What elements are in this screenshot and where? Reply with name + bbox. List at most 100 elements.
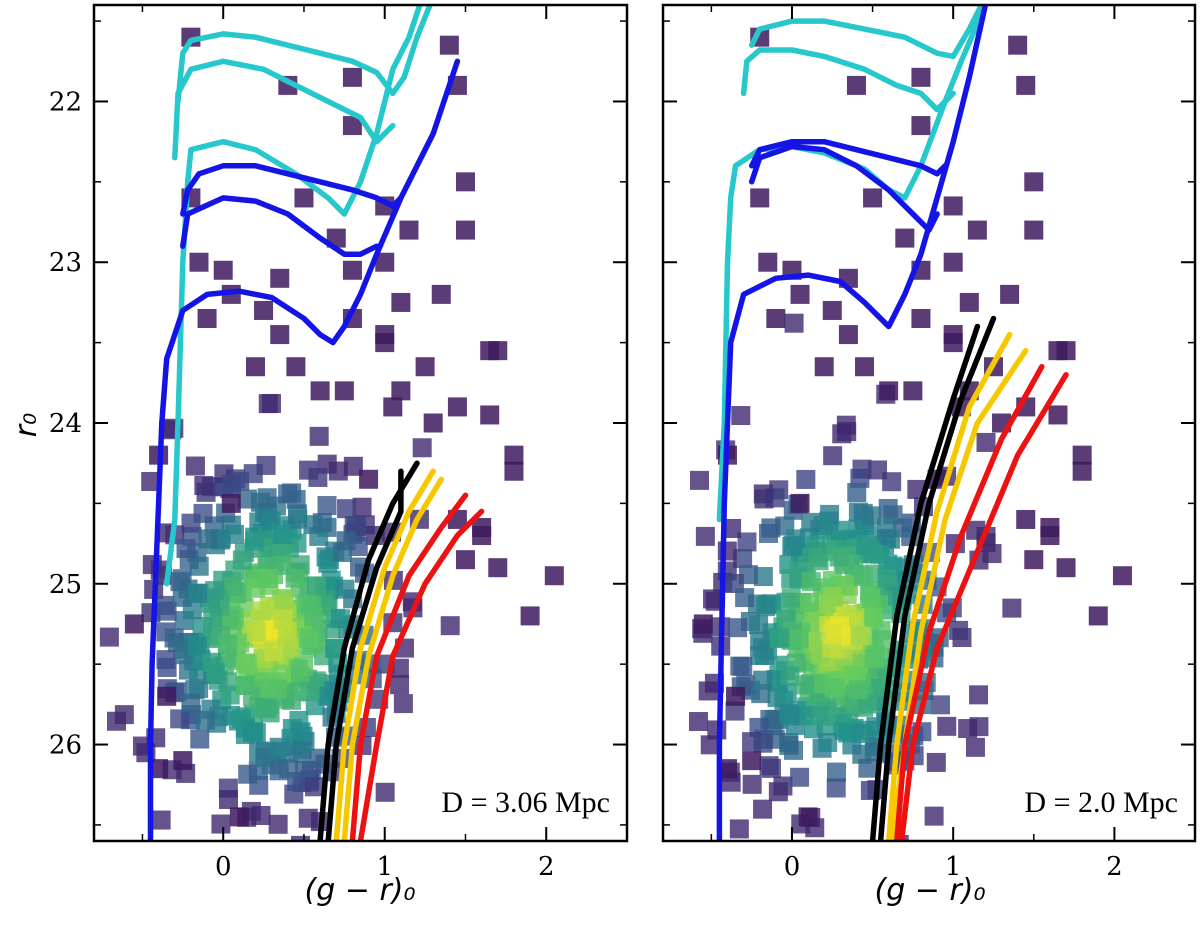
star-marker xyxy=(784,313,804,333)
star-marker xyxy=(911,116,931,136)
star-marker xyxy=(823,624,843,644)
star-marker xyxy=(447,397,467,417)
track-yellow xyxy=(333,468,436,841)
star-marker xyxy=(911,67,931,87)
star-marker xyxy=(965,737,985,757)
star-marker xyxy=(286,357,306,377)
star-marker xyxy=(750,188,770,208)
star-marker xyxy=(342,67,362,87)
star-marker xyxy=(861,589,881,609)
star-marker xyxy=(858,758,878,778)
star-marker xyxy=(688,712,708,732)
star-marker xyxy=(157,601,177,621)
star-marker xyxy=(773,776,793,796)
star-marker xyxy=(1024,550,1044,570)
star-marker xyxy=(698,681,718,701)
star-marker xyxy=(359,469,379,489)
star-marker xyxy=(304,777,324,797)
star-marker xyxy=(268,679,288,699)
isochrone-blue xyxy=(180,163,404,217)
star-marker xyxy=(189,679,209,699)
star-marker xyxy=(1002,598,1022,618)
star-marker xyxy=(257,699,277,719)
star-marker xyxy=(758,252,778,272)
isochrone-cyan xyxy=(748,5,985,60)
star-marker xyxy=(309,426,329,446)
star-marker xyxy=(302,595,322,615)
star-marker xyxy=(832,424,852,444)
star-marker xyxy=(342,260,362,280)
star-marker xyxy=(753,567,773,587)
star-marker xyxy=(273,609,293,629)
star-marker xyxy=(544,566,564,586)
y-tick-label: 24 xyxy=(49,409,82,439)
star-marker xyxy=(959,292,979,312)
star-marker xyxy=(399,220,419,240)
star-marker xyxy=(197,309,217,328)
star-marker xyxy=(440,616,460,636)
star-marker xyxy=(858,694,878,714)
star-marker xyxy=(390,675,410,695)
star-marker xyxy=(1008,35,1028,55)
star-marker xyxy=(181,693,201,713)
track-red xyxy=(349,492,469,841)
star-marker xyxy=(287,682,307,702)
star-marker xyxy=(188,583,208,603)
star-marker xyxy=(151,810,171,830)
star-marker xyxy=(789,629,809,649)
star-marker xyxy=(855,535,875,555)
star-marker xyxy=(391,381,411,401)
isochrone-blue xyxy=(180,195,380,257)
x-axis-title: (g − r)₀ xyxy=(304,873,415,908)
isochrone-blue xyxy=(147,58,461,841)
star-marker xyxy=(855,357,875,377)
star-marker xyxy=(195,710,215,730)
star-marker xyxy=(1072,445,1092,465)
star-marker xyxy=(976,432,996,452)
star-marker xyxy=(969,685,989,705)
star-marker xyxy=(780,666,800,686)
isochrone-cyan xyxy=(175,5,433,105)
star-marker xyxy=(415,357,435,377)
star-marker xyxy=(328,461,348,481)
star-marker xyxy=(829,547,849,567)
star-marker xyxy=(801,512,821,532)
star-marker xyxy=(278,484,298,504)
isochrone-cyan xyxy=(163,5,423,587)
star-marker xyxy=(170,709,190,729)
star-marker xyxy=(717,759,737,779)
star-marker xyxy=(149,759,169,779)
star-marker xyxy=(949,620,969,640)
star-marker xyxy=(846,665,866,685)
isochrone-blue xyxy=(748,143,940,233)
star-marker xyxy=(294,188,314,208)
star-marker xyxy=(877,568,897,588)
star-marker xyxy=(1016,75,1036,95)
star-marker xyxy=(1016,509,1036,529)
star-marker xyxy=(504,461,524,481)
star-marker xyxy=(193,503,213,523)
star-marker xyxy=(879,381,899,401)
star-marker xyxy=(967,220,987,240)
star-marker xyxy=(391,292,411,312)
star-marker xyxy=(754,489,774,509)
star-marker xyxy=(943,252,963,272)
star-marker xyxy=(1048,341,1068,361)
star-marker xyxy=(251,806,271,826)
star-marker xyxy=(790,284,810,304)
curves-layer xyxy=(147,5,485,841)
star-marker xyxy=(759,756,779,776)
star-marker xyxy=(1040,526,1060,546)
star-marker xyxy=(235,675,255,695)
star-marker xyxy=(810,673,830,693)
star-marker xyxy=(818,733,838,753)
star-marker xyxy=(317,496,337,516)
star-marker xyxy=(1088,606,1108,626)
star-marker xyxy=(520,606,540,626)
star-marker xyxy=(823,446,843,466)
star-marker xyxy=(958,719,978,739)
star-marker xyxy=(868,460,888,480)
